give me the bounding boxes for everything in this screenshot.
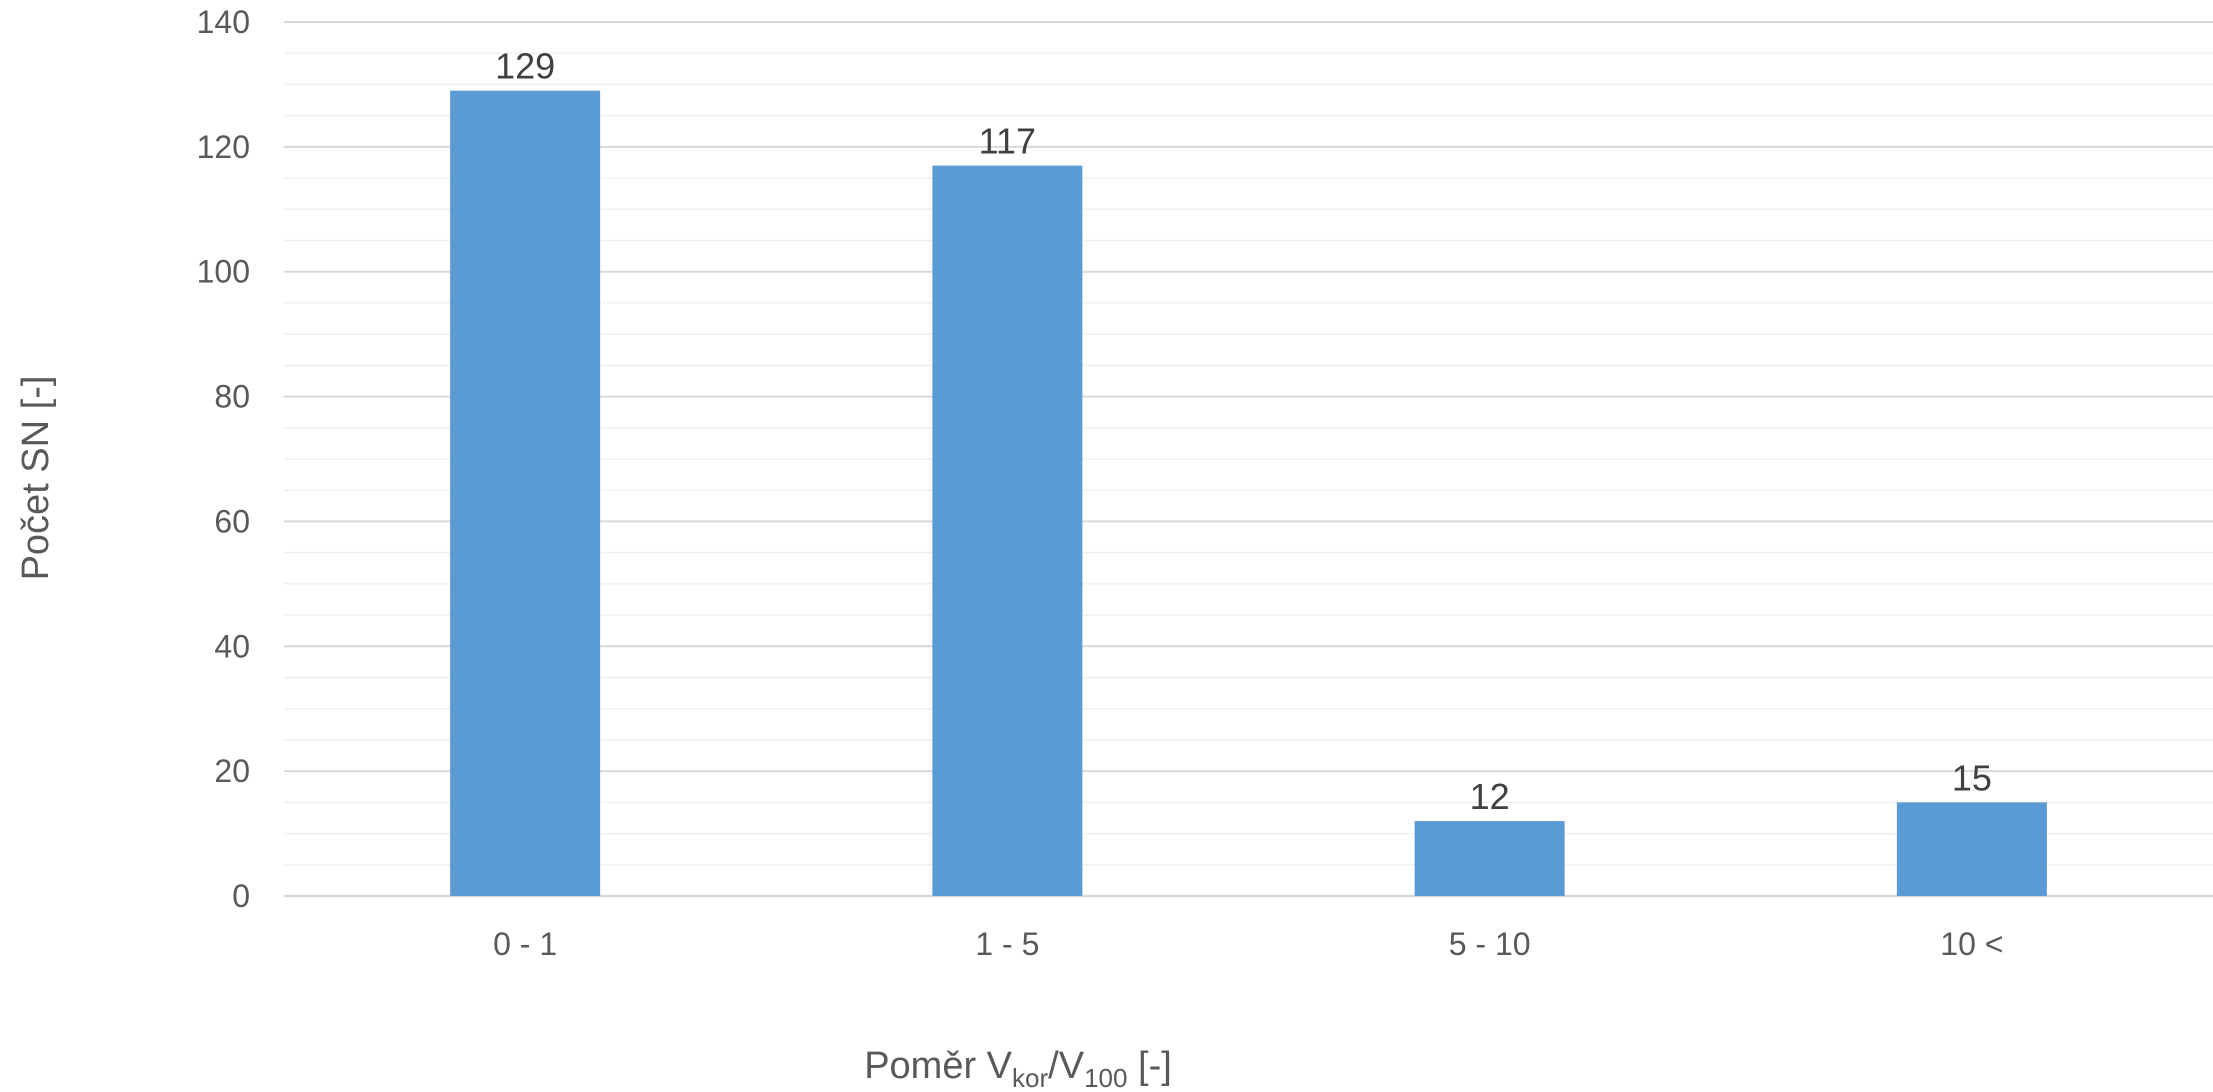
y-tick-label: 140	[197, 4, 250, 40]
x-tick-label: 10 <	[1940, 926, 2003, 962]
y-tick-label: 20	[214, 753, 250, 789]
bars	[450, 90, 2047, 897]
bar-value-label: 15	[1952, 757, 1992, 798]
x-tick-label: 1 - 5	[975, 926, 1039, 962]
bar-value-label: 117	[979, 121, 1036, 162]
y-tick-label: 120	[197, 129, 250, 165]
bar-value-label: 129	[495, 46, 555, 87]
minor-grid	[284, 52, 2213, 866]
y-axis-title: Počet SN [-]	[15, 376, 57, 581]
data-labels: 129 117 12 15	[495, 46, 1992, 817]
x-axis-title-sub1: kor	[1012, 1063, 1048, 1092]
x-axis-title: Poměr Vkor/V100 [-]	[864, 1045, 1172, 1092]
x-axis-ticks: 0 - 1 1 - 5 5 - 10 10 <	[493, 926, 2003, 962]
bar	[1414, 821, 1565, 896]
bar	[450, 90, 601, 896]
y-tick-label: 0	[232, 878, 250, 914]
bar-value-label: 12	[1470, 776, 1510, 817]
y-tick-label: 80	[214, 379, 250, 415]
x-axis-title-suffix: [-]	[1127, 1045, 1171, 1087]
x-axis-title-prefix: Poměr V	[864, 1045, 1012, 1087]
y-tick-label: 100	[197, 254, 250, 290]
x-axis-title-sub2: 100	[1084, 1063, 1127, 1092]
y-tick-label: 40	[214, 628, 250, 664]
y-axis-ticks: 0 20 40 60 80 100 120 140	[197, 4, 250, 914]
x-tick-label: 0 - 1	[493, 926, 557, 962]
bar	[932, 165, 1083, 897]
y-tick-label: 60	[214, 503, 250, 539]
major-grid	[284, 21, 2213, 898]
bar	[1896, 802, 2047, 896]
x-tick-label: 5 - 10	[1449, 926, 1531, 962]
x-axis-title-middle: /V	[1048, 1045, 1085, 1087]
